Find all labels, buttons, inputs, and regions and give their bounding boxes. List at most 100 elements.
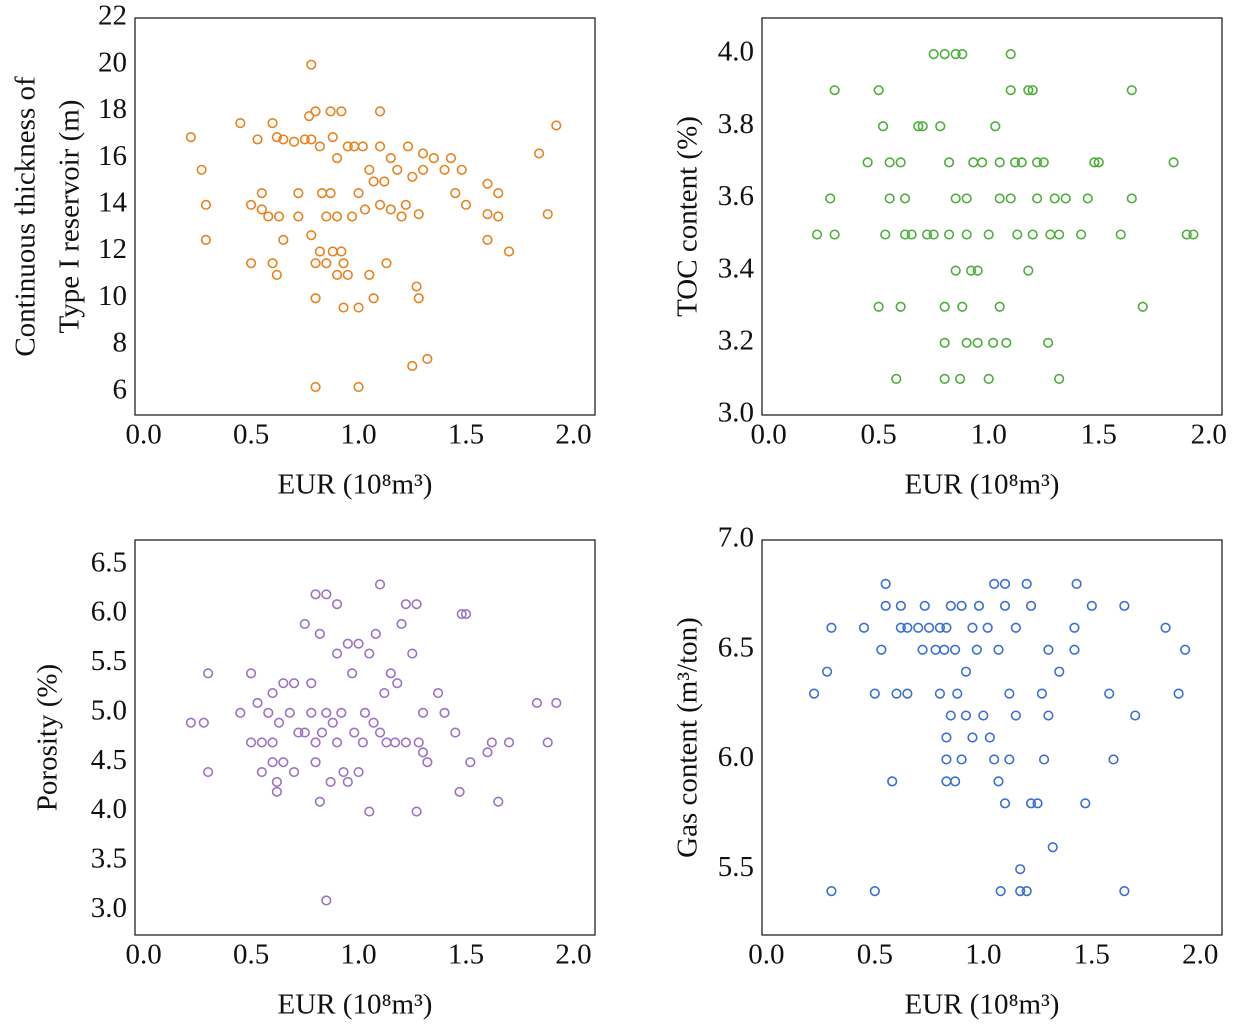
point bbox=[293, 211, 304, 222]
point bbox=[278, 134, 289, 145]
point bbox=[235, 707, 246, 718]
point bbox=[336, 707, 347, 718]
point bbox=[417, 747, 429, 758]
point bbox=[884, 193, 895, 204]
point bbox=[1015, 886, 1026, 897]
point bbox=[273, 717, 285, 728]
point bbox=[338, 766, 349, 778]
y-tick-label: 8 bbox=[113, 327, 128, 359]
point bbox=[1126, 193, 1137, 204]
y-tick-label: 4.0 bbox=[718, 36, 754, 68]
point bbox=[327, 132, 338, 143]
point bbox=[921, 229, 933, 240]
point bbox=[200, 199, 212, 210]
y-tick-label: 3.0 bbox=[91, 892, 127, 924]
point bbox=[310, 106, 321, 117]
point bbox=[357, 737, 368, 748]
point bbox=[972, 265, 983, 276]
point bbox=[400, 199, 411, 210]
point bbox=[941, 754, 952, 765]
plot-frame bbox=[134, 539, 596, 936]
point bbox=[316, 727, 328, 738]
point bbox=[989, 754, 1000, 765]
point bbox=[902, 688, 913, 699]
x-axis-label: EUR (10⁸m³) bbox=[905, 989, 1060, 1021]
point bbox=[808, 688, 820, 699]
point bbox=[482, 209, 493, 220]
point bbox=[267, 687, 278, 699]
point bbox=[445, 153, 457, 164]
point bbox=[396, 211, 407, 222]
point bbox=[325, 776, 336, 788]
point bbox=[1021, 578, 1032, 589]
point bbox=[379, 176, 390, 187]
point bbox=[385, 204, 396, 215]
point bbox=[1054, 373, 1065, 385]
point bbox=[338, 258, 349, 269]
point bbox=[862, 157, 873, 168]
point bbox=[1054, 666, 1065, 677]
point bbox=[551, 120, 562, 131]
point bbox=[381, 258, 392, 269]
point bbox=[314, 796, 325, 807]
x-tick-label: 1.5 bbox=[448, 939, 484, 971]
point bbox=[1036, 688, 1048, 699]
point bbox=[450, 188, 461, 199]
point bbox=[917, 121, 928, 132]
point bbox=[1015, 864, 1026, 875]
point bbox=[939, 373, 950, 385]
point bbox=[306, 707, 317, 718]
point bbox=[989, 578, 1000, 589]
point bbox=[252, 134, 263, 145]
point bbox=[1160, 622, 1171, 633]
point bbox=[402, 141, 414, 152]
point bbox=[202, 766, 214, 778]
y-axis-label: Gas content (m³/ton) bbox=[672, 617, 704, 858]
point bbox=[256, 766, 267, 778]
x-tick-label: 1.5 bbox=[1074, 939, 1110, 971]
point bbox=[1023, 265, 1034, 276]
point bbox=[271, 132, 282, 143]
point bbox=[941, 622, 952, 633]
point bbox=[960, 710, 972, 721]
point bbox=[1010, 157, 1021, 168]
point bbox=[389, 737, 401, 748]
point bbox=[1016, 157, 1027, 168]
point bbox=[993, 644, 1004, 655]
point bbox=[256, 737, 267, 748]
point bbox=[1180, 644, 1191, 655]
point bbox=[934, 688, 946, 699]
x-tick-label: 0.0 bbox=[125, 939, 161, 971]
point bbox=[256, 204, 267, 215]
point bbox=[314, 141, 325, 152]
point bbox=[1119, 600, 1130, 611]
y-tick-label: 5.5 bbox=[718, 851, 754, 883]
point bbox=[374, 141, 386, 152]
y-tick-label: 6 bbox=[113, 373, 128, 405]
point bbox=[994, 157, 1005, 168]
point bbox=[396, 618, 407, 630]
point bbox=[428, 153, 439, 164]
point bbox=[288, 678, 300, 689]
point bbox=[965, 265, 977, 276]
point bbox=[342, 776, 353, 788]
y-tick-label: 3.8 bbox=[718, 108, 754, 140]
point bbox=[1004, 754, 1015, 765]
point bbox=[331, 153, 343, 164]
point bbox=[928, 229, 939, 240]
point bbox=[271, 786, 282, 797]
point bbox=[1049, 193, 1060, 204]
point bbox=[245, 258, 257, 269]
point bbox=[551, 697, 562, 709]
point bbox=[930, 644, 941, 655]
x-axis-label: EUR (10⁸m³) bbox=[905, 469, 1060, 501]
point bbox=[869, 688, 880, 699]
point bbox=[368, 176, 379, 187]
point bbox=[460, 199, 472, 210]
plot-frame bbox=[761, 539, 1223, 936]
point bbox=[1060, 193, 1071, 204]
point bbox=[1005, 48, 1016, 60]
point bbox=[310, 589, 321, 600]
point bbox=[336, 106, 347, 117]
point bbox=[1188, 229, 1199, 240]
